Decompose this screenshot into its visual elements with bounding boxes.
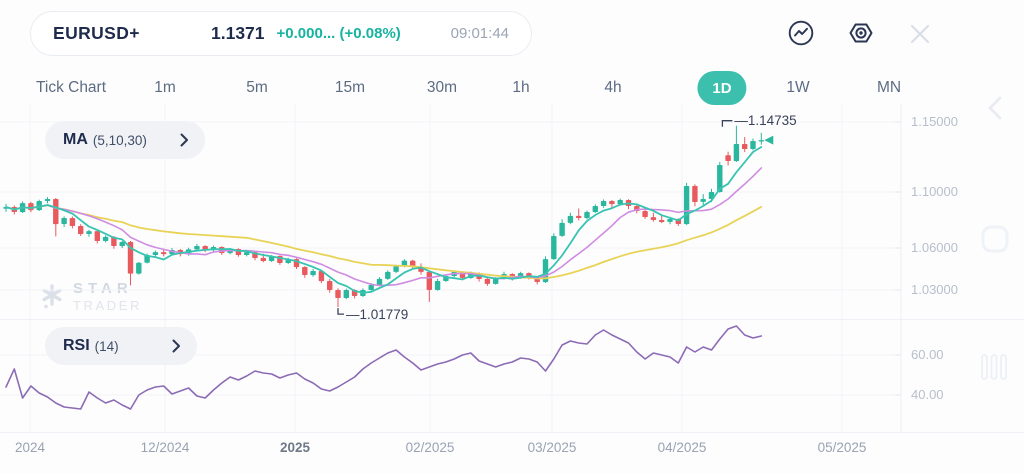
- symbol-name: EURUSD+: [53, 23, 140, 43]
- current-price: 1.1371: [211, 23, 265, 43]
- rsi-axis-label: 40.00: [911, 387, 944, 402]
- watermark-line1: STAR: [73, 280, 133, 297]
- rsi-label: RSI: [63, 337, 90, 354]
- rsi-line: [5, 325, 763, 410]
- time-axis-label: 2024: [14, 440, 46, 455]
- rsi-indicator-button[interactable]: RSI (14): [45, 327, 197, 365]
- chart-line-icon[interactable]: [787, 19, 815, 47]
- timeframe-1d[interactable]: 1D: [697, 71, 747, 105]
- rounded-square-icon[interactable]: [980, 224, 1010, 254]
- ma5-line: [5, 146, 763, 294]
- current-price-marker: [764, 135, 774, 145]
- close-icon[interactable]: [907, 21, 933, 47]
- timeframe-30m[interactable]: 30m: [426, 79, 458, 96]
- price-change: +0.000... (+0.08%): [276, 25, 401, 42]
- time-axis-label: 04/2025: [657, 440, 707, 455]
- time-axis-label: 02/2025: [405, 440, 455, 455]
- price-chart[interactable]: —1.01779 —1.14735: [0, 104, 910, 320]
- svg-text:—1.14735: —1.14735: [734, 113, 796, 128]
- rsi-chart[interactable]: [0, 320, 910, 433]
- drag-handle-bars-icon[interactable]: [981, 354, 1007, 380]
- timeframe-1w[interactable]: 1W: [786, 79, 810, 96]
- timeframe-tick-chart[interactable]: Tick Chart: [35, 79, 107, 96]
- timeframe-5m[interactable]: 5m: [246, 79, 268, 96]
- rsi-axis-label: 60.00: [911, 347, 944, 362]
- chevron-right-icon: [172, 339, 181, 353]
- watermark: STAR TRADER: [40, 280, 142, 313]
- quote-pill[interactable]: EURUSD+ 1.1371 +0.000... (+0.08%) 09:01:…: [30, 11, 532, 56]
- ma-label: MA: [63, 131, 88, 148]
- timeframe-15m[interactable]: 15m: [334, 79, 366, 96]
- svg-text:—1.01779: —1.01779: [346, 307, 408, 320]
- time-axis-label: 05/2025: [817, 440, 867, 455]
- axis-divider: [0, 432, 1024, 433]
- price-axis-label: 1.10000: [911, 184, 958, 199]
- rsi-params: (14): [94, 338, 119, 354]
- timeframe-1h[interactable]: 1h: [512, 79, 530, 96]
- timeframe-1m[interactable]: 1m: [154, 79, 176, 96]
- high-annotation: —1.14735: [721, 113, 797, 128]
- timeframe-4h[interactable]: 4h: [604, 79, 622, 96]
- price-axis-label: 1.03000: [911, 282, 958, 297]
- settings-icon[interactable]: [846, 18, 876, 48]
- time-axis-label: 2025: [279, 440, 311, 455]
- time-axis-label: 12/2024: [140, 440, 190, 455]
- price-axis-label: 1.06000: [911, 240, 958, 255]
- quote-time: 09:01:44: [450, 25, 509, 42]
- timeframe-tabs: Tick Chart 1m 5m 15m 30m 1h 4h 1D 1W MN: [0, 71, 1024, 105]
- collapse-panel-icon[interactable]: [984, 93, 1008, 123]
- star-trader-logo-icon: [40, 283, 64, 310]
- panel-divider: [0, 319, 1024, 320]
- price-axis-label: 1.15000: [911, 114, 958, 129]
- ma10-line: [5, 167, 763, 287]
- ma30-line: [5, 204, 763, 280]
- time-axis-label: 03/2025: [527, 440, 577, 455]
- chevron-right-icon: [180, 133, 189, 147]
- watermark-line2: TRADER: [73, 298, 143, 313]
- ma-params: (5,10,30): [92, 132, 147, 148]
- timeframe-mn[interactable]: MN: [876, 79, 902, 96]
- low-annotation: —1.01779: [337, 307, 408, 320]
- ma-indicator-button[interactable]: MA (5,10,30): [45, 121, 205, 159]
